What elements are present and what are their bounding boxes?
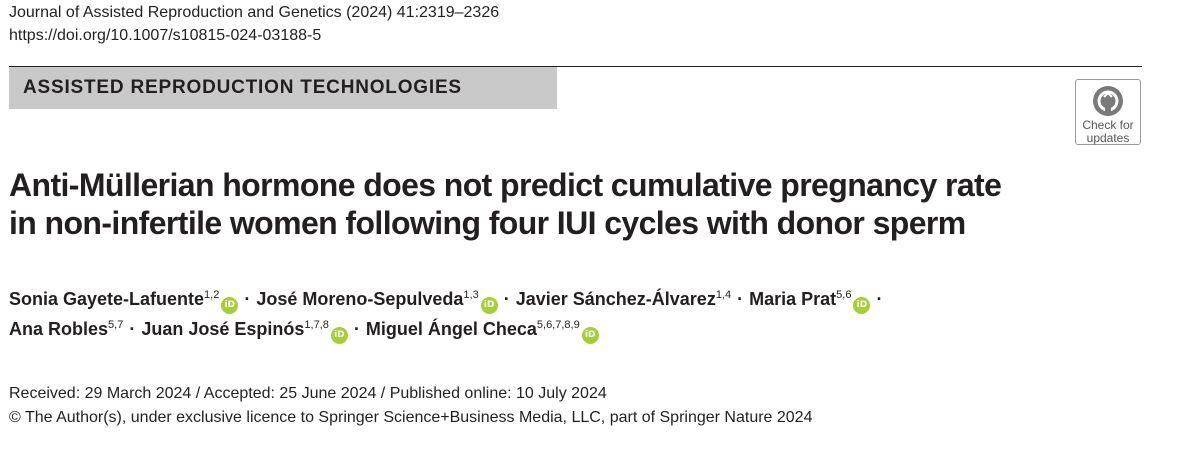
author-name[interactable]: Maria Prat5,6 (749, 289, 852, 309)
author-name[interactable]: Juan José Espinós1,7,8 (141, 319, 329, 339)
article-title: Anti-Müllerian hormone does not predict … (9, 166, 1109, 242)
author-affiliation: 1,7,8 (304, 319, 329, 331)
title-line-1: Anti-Müllerian hormone does not predict … (9, 167, 1002, 203)
author-separator: · (876, 289, 883, 309)
publication-dates: Received: 29 March 2024 / Accepted: 25 J… (9, 385, 607, 402)
header-rule (9, 66, 1142, 67)
author-name[interactable]: Javier Sánchez-Álvarez1,4 (515, 289, 732, 309)
author-list-line-2: Ana Robles5,7 · Juan José Espinós1,7,8iD · M… (9, 318, 1159, 344)
author-separator: · (244, 289, 251, 309)
orcid-icon[interactable]: iD (221, 297, 239, 314)
author-affiliation: 5,6,7,8,9 (536, 319, 580, 331)
journal-reference: Journal of Assisted Reproduction and Gen… (9, 4, 500, 21)
author-affiliation: 5,6 (836, 289, 852, 301)
author-name[interactable]: Miguel Ángel Checa5,6,7,8,9 (365, 319, 580, 339)
check-for-updates-button[interactable]: Check for updates (1075, 79, 1141, 145)
orcid-icon[interactable]: iD (853, 297, 871, 314)
title-line-2: in non-infertile women following four IU… (9, 205, 966, 241)
author-affiliation: 1,4 (715, 289, 732, 301)
author-separator: · (503, 289, 510, 309)
author-separator: · (129, 319, 136, 339)
section-label: ASSISTED REPRODUCTION TECHNOLOGIES (9, 67, 557, 109)
author-separator: · (737, 289, 744, 309)
author-separator: · (353, 319, 360, 339)
orcid-icon[interactable]: iD (330, 327, 348, 344)
orcid-icon[interactable]: iD (480, 297, 498, 314)
author-affiliation: 1,2 (204, 289, 220, 301)
crossmark-icon (1093, 86, 1123, 116)
doi-link[interactable]: https://doi.org/10.1007/s10815-024-03188… (9, 27, 322, 44)
check-for-updates-line2: updates (1086, 131, 1130, 145)
author-list-line-1: Sonia Gayete-Lafuente1,2iD · José Moreno-S… (9, 288, 1159, 314)
author-name[interactable]: Ana Robles5,7 (9, 319, 124, 339)
orcid-icon[interactable]: iD (581, 327, 599, 344)
author-name[interactable]: Sonia Gayete-Lafuente1,2 (9, 289, 220, 309)
author-name[interactable]: José Moreno-Sepulveda1,3 (256, 289, 479, 309)
check-for-updates-line1: Check for (1082, 118, 1134, 132)
copyright-notice: © The Author(s), under exclusive licence… (9, 409, 813, 426)
author-affiliation: 1,3 (463, 289, 479, 301)
author-affiliation: 5,7 (108, 319, 124, 331)
